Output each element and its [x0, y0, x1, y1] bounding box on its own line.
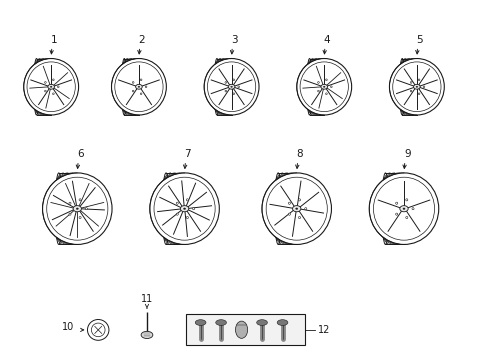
Ellipse shape [235, 321, 247, 338]
Ellipse shape [317, 82, 319, 83]
Ellipse shape [52, 93, 54, 95]
Ellipse shape [402, 208, 404, 210]
Ellipse shape [215, 320, 226, 325]
Text: 9: 9 [403, 149, 410, 159]
Ellipse shape [388, 59, 444, 115]
Ellipse shape [141, 331, 153, 338]
Bar [185, 315, 305, 345]
Ellipse shape [292, 206, 300, 212]
Ellipse shape [132, 82, 134, 83]
Ellipse shape [417, 79, 419, 81]
Ellipse shape [24, 59, 79, 115]
Ellipse shape [277, 320, 287, 325]
Ellipse shape [405, 199, 407, 201]
Ellipse shape [368, 173, 438, 244]
Ellipse shape [138, 86, 140, 87]
Ellipse shape [76, 208, 78, 210]
Ellipse shape [73, 206, 81, 212]
Text: 1: 1 [50, 35, 57, 45]
Text: 7: 7 [184, 149, 191, 159]
Ellipse shape [330, 86, 331, 87]
Text: 8: 8 [296, 149, 303, 159]
Ellipse shape [48, 84, 54, 89]
Ellipse shape [317, 90, 319, 92]
Ellipse shape [415, 86, 417, 87]
Ellipse shape [186, 216, 188, 219]
Ellipse shape [186, 199, 188, 201]
Ellipse shape [230, 86, 232, 87]
Ellipse shape [395, 202, 397, 204]
Ellipse shape [58, 86, 59, 87]
Ellipse shape [180, 206, 188, 212]
Ellipse shape [224, 90, 226, 92]
Ellipse shape [79, 216, 81, 219]
Ellipse shape [85, 208, 87, 210]
Ellipse shape [288, 202, 290, 204]
Ellipse shape [399, 206, 407, 212]
Ellipse shape [409, 82, 411, 83]
Ellipse shape [422, 86, 424, 87]
Ellipse shape [111, 59, 166, 115]
Ellipse shape [224, 82, 226, 83]
Ellipse shape [79, 199, 81, 201]
Ellipse shape [140, 79, 142, 81]
Ellipse shape [232, 93, 234, 95]
Ellipse shape [296, 59, 351, 115]
Ellipse shape [44, 90, 46, 92]
Ellipse shape [140, 93, 142, 95]
Ellipse shape [325, 93, 326, 95]
Ellipse shape [304, 208, 306, 210]
Text: 5: 5 [415, 35, 422, 45]
Ellipse shape [203, 59, 259, 115]
Ellipse shape [417, 93, 419, 95]
Ellipse shape [295, 208, 297, 210]
Text: 12: 12 [317, 325, 329, 335]
Ellipse shape [69, 213, 71, 215]
Ellipse shape [298, 216, 300, 219]
Ellipse shape [145, 86, 146, 87]
Ellipse shape [183, 208, 185, 210]
Ellipse shape [395, 213, 397, 215]
Text: 4: 4 [323, 35, 329, 45]
Ellipse shape [135, 84, 142, 89]
Ellipse shape [288, 213, 290, 215]
Ellipse shape [237, 86, 239, 87]
Ellipse shape [192, 208, 194, 210]
Ellipse shape [256, 320, 267, 325]
Ellipse shape [149, 173, 219, 244]
Ellipse shape [409, 90, 411, 92]
Ellipse shape [44, 82, 46, 83]
Ellipse shape [325, 79, 326, 81]
Ellipse shape [411, 208, 413, 210]
Ellipse shape [320, 84, 327, 89]
Ellipse shape [413, 84, 419, 89]
Ellipse shape [232, 79, 234, 81]
Ellipse shape [42, 173, 112, 244]
Text: 3: 3 [230, 35, 237, 45]
Ellipse shape [69, 202, 71, 204]
Ellipse shape [52, 79, 54, 81]
Ellipse shape [176, 202, 178, 204]
Ellipse shape [176, 213, 178, 215]
Ellipse shape [195, 320, 205, 325]
Ellipse shape [323, 86, 325, 87]
Text: 2: 2 [138, 35, 144, 45]
Ellipse shape [405, 216, 407, 219]
Ellipse shape [50, 86, 52, 87]
Text: 10: 10 [61, 322, 74, 332]
Ellipse shape [228, 84, 234, 89]
Ellipse shape [298, 199, 300, 201]
Ellipse shape [132, 90, 134, 92]
Text: 11: 11 [141, 294, 153, 304]
Text: 6: 6 [77, 149, 83, 159]
Ellipse shape [262, 173, 331, 244]
